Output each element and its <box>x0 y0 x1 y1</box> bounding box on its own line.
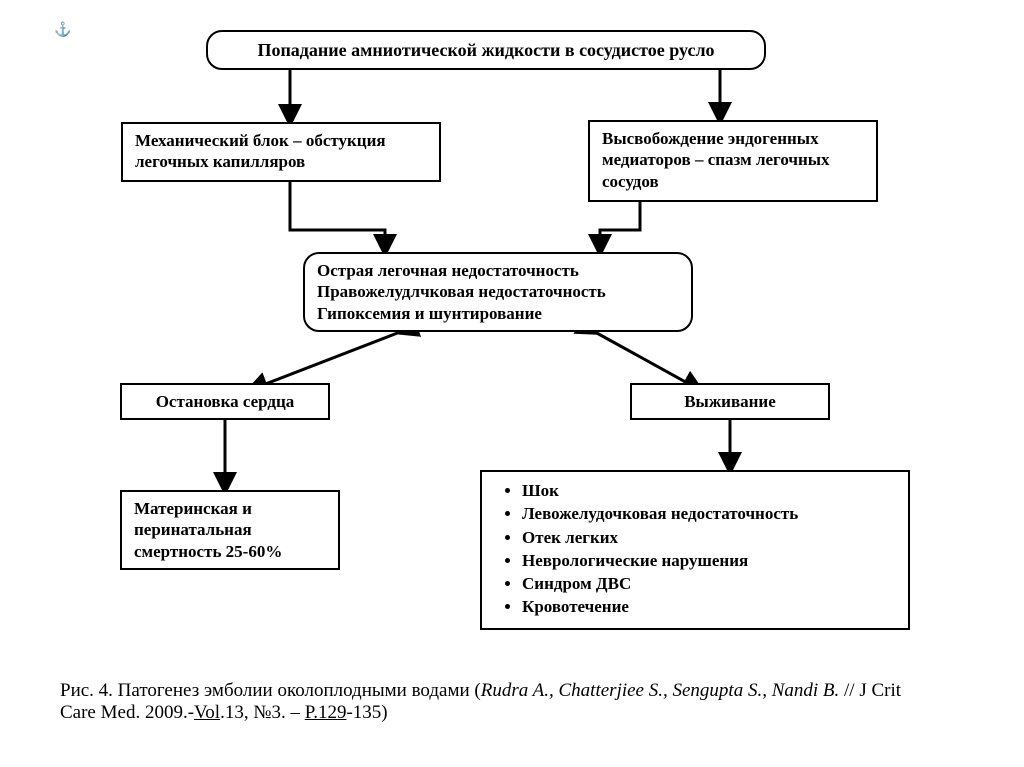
node-label: Материнская и перинатальная смертность 2… <box>134 499 282 561</box>
node-label: Высвобождение эндогенных медиаторов – сп… <box>602 129 830 191</box>
node-line: Гипоксемия и шунтирование <box>317 303 679 324</box>
list-item: Шок <box>522 480 896 501</box>
node-label: Остановка сердца <box>156 391 295 412</box>
diagram-canvas: ⚓ Попадание амниотической жидкости в сос… <box>0 0 1024 767</box>
node-survival: Выживание <box>630 383 830 420</box>
caption-after-vol: .13, №3. – <box>220 702 305 723</box>
caption-prefix: Рис. 4. Патогенез эмболии околоплодными … <box>60 680 481 701</box>
list-item: Кровотечение <box>522 596 896 617</box>
anchor-icon: ⚓ <box>54 22 71 39</box>
list-item: Неврологические нарушения <box>522 550 896 571</box>
node-cardiac-arrest: Остановка сердца <box>120 383 330 420</box>
node-amniotic-fluid-entry: Попадание амниотической жидкости в сосуд… <box>206 30 766 70</box>
figure-caption: Рис. 4. Патогенез эмболии околоплодными … <box>60 680 940 724</box>
node-line: Острая легочная недостаточность <box>317 260 679 281</box>
node-mortality: Материнская и перинатальная смертность 2… <box>120 490 340 570</box>
caption-authors: Rudra A., Chatterjiee S., Sengupta S., N… <box>481 680 840 701</box>
node-mechanical-block: Механический блок – обстукция легочных к… <box>121 122 441 182</box>
list-item: Отек легких <box>522 527 896 548</box>
node-label: Выживание <box>684 391 776 412</box>
caption-vol: Vol <box>194 702 220 723</box>
outcomes-list: Шок Левожелудочковая недостаточность Оте… <box>494 480 896 618</box>
caption-after-page: -135) <box>346 702 387 723</box>
list-item: Синдром ДВС <box>522 573 896 594</box>
node-line: Правожелудлчковая недостаточность <box>317 281 679 302</box>
node-label: Попадание амниотической жидкости в сосуд… <box>257 39 714 62</box>
caption-page: P.129 <box>305 702 347 723</box>
list-item: Левожелудочковая недостаточность <box>522 503 896 524</box>
node-mediator-release: Высвобождение эндогенных медиаторов – сп… <box>588 120 878 202</box>
node-label: Механический блок – обстукция легочных к… <box>135 131 386 171</box>
node-outcomes: Шок Левожелудочковая недостаточность Оте… <box>480 470 910 630</box>
node-acute-pulmonary-failure: Острая легочная недостаточность Правожел… <box>303 252 693 332</box>
